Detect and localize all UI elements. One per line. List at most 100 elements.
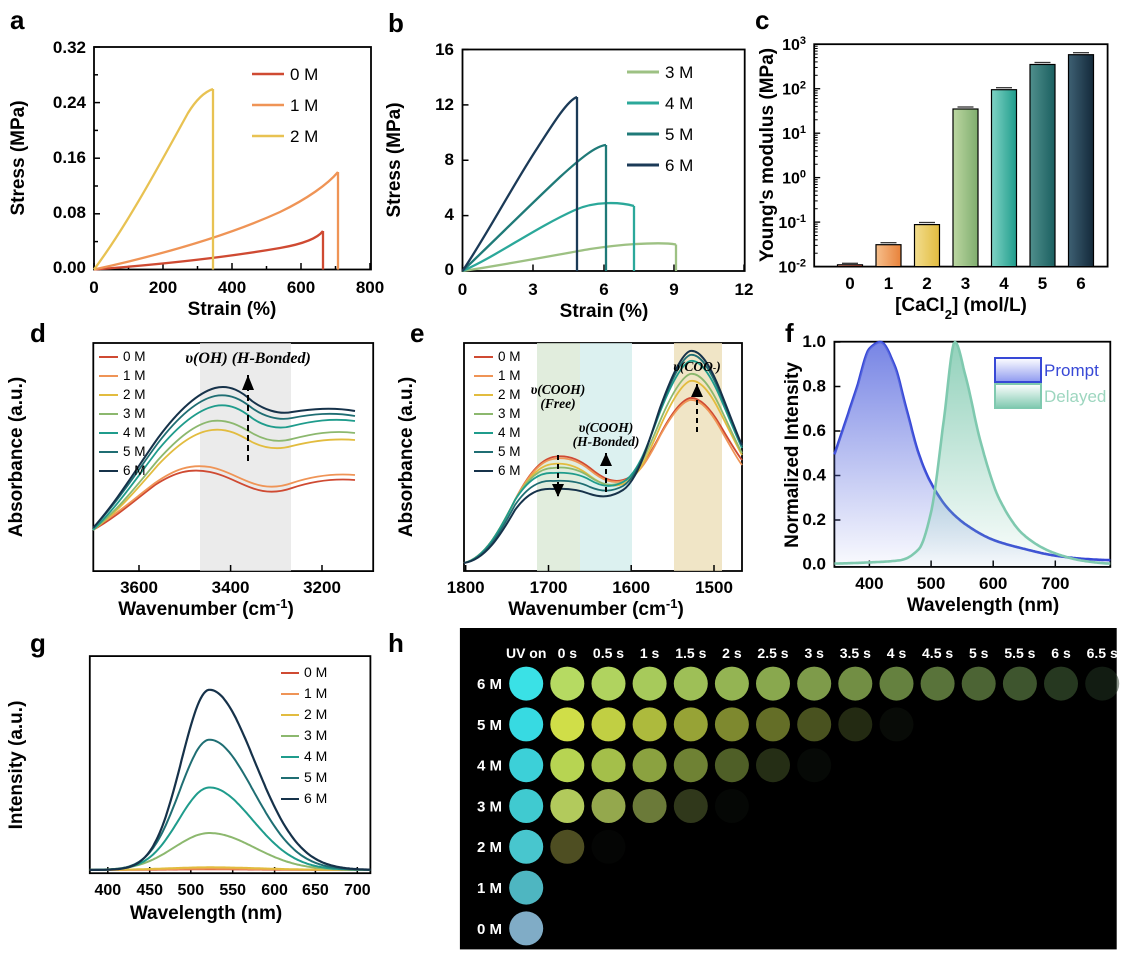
- svg-text:200: 200: [149, 278, 177, 297]
- svg-text:2 M: 2 M: [498, 387, 521, 402]
- svg-text:4: 4: [445, 205, 455, 224]
- svg-text:0 s: 0 s: [558, 645, 578, 661]
- svg-text:Intensity (a.u.): Intensity (a.u.): [6, 701, 27, 830]
- svg-text:3 M: 3 M: [477, 798, 502, 815]
- svg-text:400: 400: [855, 574, 883, 593]
- svg-text:2.5 s: 2.5 s: [757, 645, 788, 661]
- svg-text:5.5 s: 5.5 s: [1004, 645, 1035, 661]
- svg-text:6 s: 6 s: [1051, 645, 1071, 661]
- svg-text:3600: 3600: [120, 578, 158, 597]
- svg-text:1800: 1800: [447, 578, 485, 597]
- svg-text:400: 400: [94, 882, 121, 899]
- svg-text:0 M: 0 M: [498, 349, 521, 364]
- svg-text:4 M: 4 M: [123, 425, 146, 440]
- svg-text:6: 6: [1076, 274, 1085, 293]
- svg-text:0.8: 0.8: [802, 377, 826, 396]
- svg-text:UV on: UV on: [506, 645, 546, 661]
- svg-text:10-1: 10-1: [778, 213, 806, 232]
- svg-text:650: 650: [302, 882, 329, 899]
- svg-text:2: 2: [922, 274, 931, 293]
- svg-text:6 M: 6 M: [477, 676, 502, 693]
- svg-text:0 M: 0 M: [123, 349, 146, 364]
- svg-text:100: 100: [782, 169, 806, 188]
- svg-text:4 M: 4 M: [304, 748, 327, 764]
- svg-text:0.6: 0.6: [802, 421, 826, 440]
- svg-text:υ(COOH): υ(COOH): [579, 420, 634, 435]
- svg-text:3: 3: [528, 280, 537, 299]
- svg-text:Wavelength (nm): Wavelength (nm): [130, 903, 282, 924]
- svg-text:700: 700: [1041, 574, 1069, 593]
- svg-text:Stress (MPa): Stress (MPa): [384, 102, 405, 217]
- svg-text:1.5 s: 1.5 s: [675, 645, 706, 661]
- svg-text:1 M: 1 M: [290, 96, 318, 115]
- svg-text:0 M: 0 M: [477, 921, 502, 938]
- svg-text:3 M: 3 M: [123, 406, 146, 421]
- svg-text:450: 450: [136, 882, 163, 899]
- svg-text:600: 600: [261, 882, 288, 899]
- svg-text:Delayed: Delayed: [1044, 387, 1106, 406]
- svg-text:6: 6: [599, 280, 608, 299]
- svg-text:0: 0: [89, 278, 98, 297]
- svg-text:5 M: 5 M: [304, 769, 327, 785]
- svg-text:(Free): (Free): [540, 396, 575, 411]
- svg-text:Prompt: Prompt: [1044, 361, 1099, 380]
- svg-text:3200: 3200: [303, 578, 341, 597]
- svg-text:4.5 s: 4.5 s: [922, 645, 953, 661]
- svg-text:500: 500: [917, 574, 945, 593]
- svg-text:102: 102: [782, 80, 806, 99]
- svg-text:1 M: 1 M: [498, 368, 521, 383]
- svg-text:5: 5: [1038, 274, 1047, 293]
- svg-text:8: 8: [445, 150, 454, 169]
- svg-text:3 M: 3 M: [665, 63, 693, 82]
- svg-text:Absorbance (a.u.): Absorbance (a.u.): [396, 377, 417, 537]
- svg-text:6 M: 6 M: [123, 463, 146, 478]
- svg-text:Stress (MPa): Stress (MPa): [8, 100, 29, 215]
- svg-text:2 M: 2 M: [304, 706, 327, 722]
- svg-text:5 M: 5 M: [665, 125, 693, 144]
- svg-text:3 M: 3 M: [498, 406, 521, 421]
- svg-text:103: 103: [782, 35, 806, 54]
- svg-text:0.4: 0.4: [802, 466, 826, 485]
- svg-text:0: 0: [458, 280, 467, 299]
- svg-text:0.32: 0.32: [53, 38, 86, 57]
- svg-text:4: 4: [999, 274, 1009, 293]
- svg-text:0.16: 0.16: [53, 148, 86, 167]
- svg-text:500: 500: [177, 882, 204, 899]
- svg-text:12: 12: [435, 95, 454, 114]
- svg-text:1: 1: [884, 274, 893, 293]
- svg-text:0.24: 0.24: [53, 93, 87, 112]
- svg-text:2 M: 2 M: [477, 839, 502, 856]
- svg-text:101: 101: [782, 124, 806, 143]
- svg-text:Absorbance (a.u.): Absorbance (a.u.): [6, 377, 27, 537]
- svg-text:1600: 1600: [612, 578, 650, 597]
- svg-text:2 s: 2 s: [722, 645, 742, 661]
- svg-text:3.5 s: 3.5 s: [840, 645, 871, 661]
- svg-text:9: 9: [669, 280, 678, 299]
- svg-text:5 M: 5 M: [477, 717, 502, 734]
- svg-text:700: 700: [344, 882, 371, 899]
- svg-text:400: 400: [218, 278, 246, 297]
- svg-text:0.00: 0.00: [53, 258, 86, 277]
- svg-text:550: 550: [219, 882, 246, 899]
- svg-text:0 M: 0 M: [290, 65, 318, 84]
- svg-text:1700: 1700: [530, 578, 568, 597]
- svg-text:υ(COOH): υ(COOH): [531, 382, 586, 397]
- svg-text:5 M: 5 M: [498, 444, 521, 459]
- svg-text:(H-Bonded): (H-Bonded): [573, 434, 640, 449]
- svg-text:Young's modulus (MPa): Young's modulus (MPa): [757, 48, 778, 262]
- svg-text:5 s: 5 s: [969, 645, 989, 661]
- svg-text:12: 12: [735, 280, 754, 299]
- svg-text:10-2: 10-2: [778, 258, 806, 277]
- svg-text:1 M: 1 M: [477, 880, 502, 897]
- svg-text:2 M: 2 M: [290, 127, 318, 146]
- svg-text:0.2: 0.2: [802, 510, 826, 529]
- svg-text:0.5 s: 0.5 s: [593, 645, 624, 661]
- svg-text:2 M: 2 M: [123, 387, 146, 402]
- svg-text:4 s: 4 s: [887, 645, 907, 661]
- svg-text:0.08: 0.08: [53, 203, 86, 222]
- svg-text:1 M: 1 M: [123, 368, 146, 383]
- svg-text:Normalized Intensity: Normalized Intensity: [782, 362, 803, 548]
- svg-text:0.0: 0.0: [802, 555, 826, 574]
- svg-text:600: 600: [979, 574, 1007, 593]
- svg-text:1 s: 1 s: [640, 645, 660, 661]
